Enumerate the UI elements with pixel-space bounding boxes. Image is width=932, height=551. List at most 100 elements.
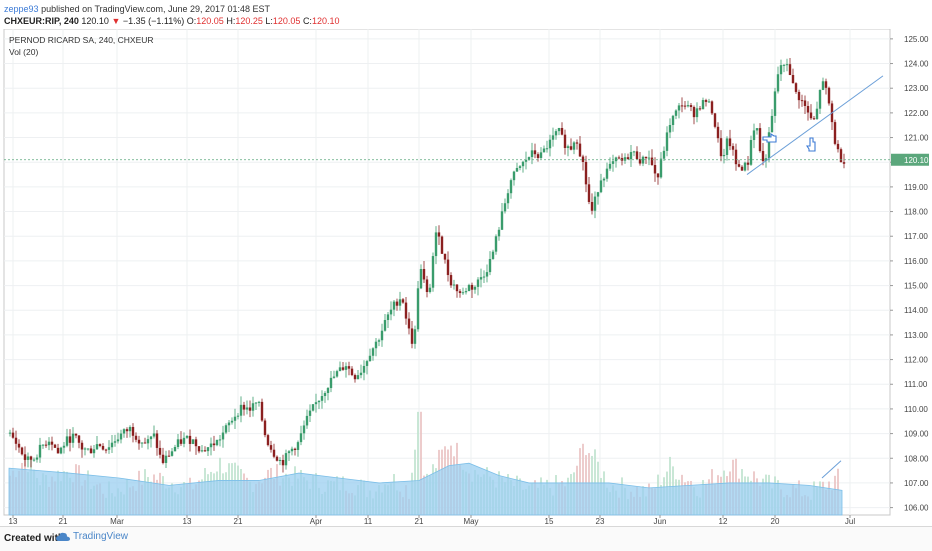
candle-body — [806, 105, 810, 113]
candle-body — [137, 439, 141, 444]
candle-body — [803, 100, 807, 106]
candle-body — [467, 284, 471, 292]
candle-body — [254, 402, 258, 404]
time-axis[interactable]: 13 21 Mar 13 21 Apr 11 21 May 15 23 Jun 12 20 Jul — [9, 515, 856, 526]
candle-body — [728, 138, 732, 147]
candle-body — [755, 128, 759, 131]
candle-body — [89, 448, 93, 454]
candle-body — [146, 439, 150, 444]
symbol-label: CHXEUR:RIP, 240 — [4, 16, 79, 26]
x-tick-label: 23 — [596, 517, 605, 526]
candle-body — [284, 453, 288, 466]
candle-body — [494, 236, 498, 252]
candlesticks — [8, 58, 846, 473]
candle-body — [668, 125, 672, 133]
candle-body — [662, 150, 666, 159]
volume-trend-line[interactable] — [821, 460, 842, 479]
candle-body — [155, 433, 159, 448]
author-link[interactable]: zeppe93 — [4, 4, 39, 14]
candle-body — [92, 449, 96, 454]
volume-bar — [594, 449, 596, 515]
y-tick-label: 112.00 — [904, 356, 928, 365]
price-chart[interactable]: 106.00 107.00 108.00 109.00 110.00 111.00 112.… — [0, 28, 932, 526]
volume-bar — [420, 411, 422, 515]
candle-body — [524, 159, 528, 162]
candle-body — [368, 355, 372, 362]
candle-body — [482, 276, 486, 278]
chart-header: zeppe93 published on TradingView.com, Ju… — [4, 3, 339, 27]
candle-body — [731, 146, 735, 150]
candle-body — [311, 404, 315, 411]
trend-line[interactable] — [746, 75, 884, 175]
candle-body — [314, 402, 318, 405]
candle-body — [350, 368, 354, 376]
candle-body — [293, 448, 297, 450]
candle-body — [332, 376, 336, 378]
high-value: 120.25 — [235, 16, 263, 26]
publish-info: published on TradingView.com, June 29, 2… — [41, 4, 271, 14]
candle-body — [569, 146, 573, 150]
candle-body — [104, 449, 108, 451]
candle-body — [329, 377, 333, 389]
candle-body — [44, 444, 48, 446]
candle-body — [173, 446, 177, 452]
candle-body — [251, 403, 255, 411]
candle-body — [581, 156, 585, 163]
candle-body — [470, 284, 474, 290]
candle-body — [719, 138, 723, 157]
candle-body — [623, 157, 627, 161]
candle-body — [785, 64, 789, 66]
volume-bar — [582, 443, 584, 515]
candle-body — [182, 437, 186, 444]
candle-body — [740, 166, 744, 171]
candle-body — [770, 115, 774, 133]
candle-body — [473, 286, 477, 290]
chart-area[interactable]: 106.00 107.00 108.00 109.00 110.00 111.00 112.… — [0, 28, 932, 526]
candle-body — [506, 193, 510, 204]
high-label: H: — [226, 16, 236, 26]
candle-body — [260, 401, 264, 421]
candle-body — [389, 309, 393, 315]
candle-body — [629, 152, 633, 160]
price-axis[interactable]: 106.00 107.00 108.00 109.00 110.00 111.00 112.… — [890, 35, 929, 513]
candle-body — [485, 272, 489, 277]
tradingview-logo[interactable]: TradingView — [56, 531, 128, 542]
candle-body — [281, 459, 285, 466]
candle-body — [659, 158, 663, 178]
candle-body — [14, 437, 18, 444]
candle-body — [488, 258, 492, 273]
volume-bar — [579, 448, 581, 515]
y-tick-label: 123.00 — [904, 84, 929, 93]
candle-body — [278, 459, 282, 461]
candle-body — [479, 277, 483, 280]
candle-body — [401, 299, 405, 303]
candle-body — [152, 433, 156, 437]
candle-body — [650, 157, 654, 165]
candle-body — [599, 180, 603, 193]
candle-body — [95, 444, 99, 450]
candle-body — [338, 367, 342, 372]
candle-body — [503, 203, 507, 212]
candle-body — [23, 454, 27, 460]
candle-body — [632, 151, 636, 153]
candle-body — [515, 167, 519, 172]
y-tick-label: 116.00 — [904, 257, 928, 266]
candle-body — [125, 429, 129, 432]
candle-body — [398, 299, 402, 306]
candle-body — [221, 432, 225, 440]
candle-body — [371, 348, 375, 356]
candle-body — [428, 287, 432, 293]
candle-body — [695, 108, 699, 118]
candle-body — [272, 449, 276, 457]
candle-body — [809, 112, 813, 119]
candle-body — [839, 149, 843, 163]
x-tick-label: 15 — [545, 517, 554, 526]
candle-body — [62, 445, 66, 448]
candle-body — [80, 442, 84, 450]
candle-body — [206, 447, 210, 452]
candle-body — [800, 100, 804, 102]
candle-body — [587, 184, 591, 202]
cloud-icon — [56, 532, 70, 541]
candle-body — [326, 388, 330, 393]
candle-body — [737, 164, 741, 167]
